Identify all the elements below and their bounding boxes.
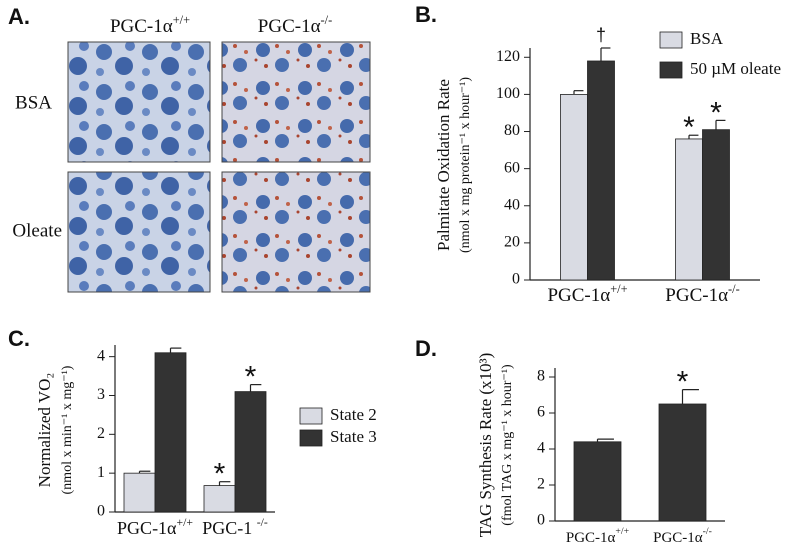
x-tick-label: PGC-1α+/+: [547, 282, 627, 307]
y-axis-units: (nmol x mg protein⁻¹ x hour⁻¹): [458, 77, 473, 253]
y-tick-label: 0: [537, 512, 545, 529]
bar: [587, 60, 615, 281]
bar: [560, 94, 588, 281]
y-tick-label: 0: [512, 271, 520, 288]
x-tick-label: PGC-1 -/-: [202, 516, 268, 538]
micrograph: [221, 41, 371, 163]
bar: [234, 391, 267, 513]
panel-a: A. PGC-1α+/+ PGC-1α-/- BSA Oleate: [8, 4, 371, 293]
x-tick-label: PGC-1α-/-: [653, 526, 712, 546]
significance-mark: *: [710, 96, 722, 129]
panel-label: C.: [8, 326, 30, 351]
y-axis-units: (fmol TAG x mg⁻¹ x hour⁻¹): [500, 364, 515, 526]
x-tick-label: PGC-1α+/+: [566, 526, 630, 546]
y-tick-label: 1: [97, 464, 105, 481]
x-tick-label: PGC-1α-/-: [665, 282, 739, 307]
significance-mark: *: [683, 111, 695, 144]
y-axis-label: Palmitate Oxidation Rate: [434, 79, 453, 251]
y-tick-label: 2: [97, 425, 105, 442]
y-tick-label: 8: [537, 368, 545, 385]
y-tick-label: 2: [537, 476, 545, 493]
column-label: PGC-1α-/-: [258, 13, 332, 38]
panel-label: D.: [415, 336, 437, 361]
panel-label: A.: [8, 4, 30, 29]
y-axis-units: (nmol x min⁻¹ x mg⁻¹): [60, 365, 75, 494]
legend-label: State 2: [330, 405, 377, 424]
y-tick-label: 4: [537, 440, 545, 457]
legend-label: 50 µM oleate: [690, 59, 781, 78]
significance-mark: *: [214, 458, 226, 491]
micrograph: [67, 41, 211, 163]
bar: [123, 472, 156, 513]
y-tick-label: 40: [504, 196, 520, 213]
legend-swatch: [659, 61, 683, 79]
y-tick-label: 4: [97, 347, 105, 364]
significance-mark: *: [245, 361, 257, 394]
y-tick-label: 100: [496, 85, 520, 102]
legend-swatch: [299, 407, 323, 425]
row-label: BSA: [15, 92, 52, 113]
micrograph: [221, 171, 371, 293]
y-tick-label: 20: [504, 234, 520, 251]
significance-mark: *: [677, 366, 689, 399]
chart: D. TAG Synthesis Rate (x10³) (fmol TAG x m…: [415, 336, 725, 546]
chart: C. Normalized VO₂ (nmol x min⁻¹ x mg⁻¹) 0 1 2…: [8, 326, 377, 538]
y-axis-label: TAG Synthesis Rate (x10³): [476, 353, 495, 538]
y-tick-label: 0: [97, 503, 105, 520]
y-axis-label: Normalized VO₂: [35, 373, 54, 488]
bar: [658, 403, 707, 522]
y-tick-label: 80: [504, 122, 520, 139]
column-label: PGC-1α+/+: [110, 13, 190, 38]
significance-mark: †: [596, 25, 606, 45]
panel-label: B.: [415, 2, 437, 27]
bar: [154, 352, 187, 513]
row-label: Oleate: [12, 220, 62, 241]
y-tick-label: 60: [504, 159, 520, 176]
y-tick-label: 3: [97, 386, 105, 403]
chart: B. Palmitate Oxidation Rate (nmol x mg pro…: [415, 2, 781, 307]
micrograph: [67, 171, 211, 293]
bar: [702, 129, 730, 281]
x-tick-label: PGC-1α+/+: [117, 516, 193, 538]
legend-label: State 3: [330, 427, 377, 446]
y-tick-label: 6: [537, 404, 545, 421]
legend-swatch: [299, 429, 323, 447]
legend-label: BSA: [690, 29, 724, 48]
bar: [573, 441, 622, 522]
bar: [675, 138, 703, 281]
y-tick-label: 120: [496, 48, 520, 65]
legend-swatch: [659, 31, 683, 49]
